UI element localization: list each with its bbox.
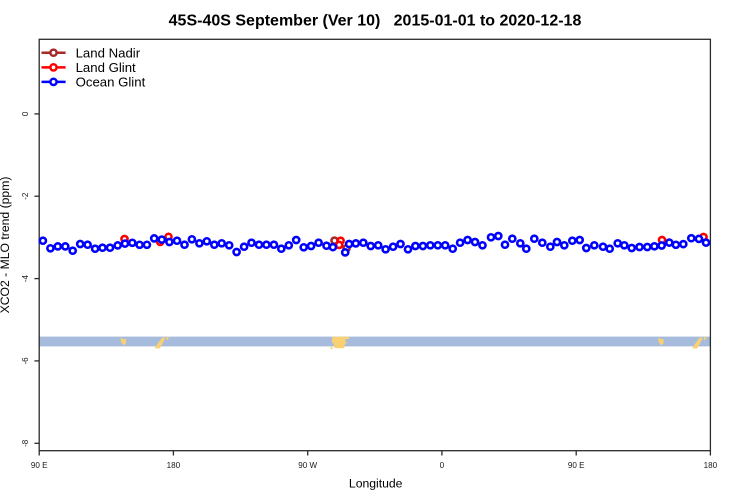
svg-text:Longitude: Longitude <box>349 477 403 491</box>
svg-text:XCO2 - MLO trend (ppm): XCO2 - MLO trend (ppm) <box>0 177 12 314</box>
svg-text:90 E: 90 E <box>568 461 585 470</box>
svg-text:-8: -8 <box>21 439 30 447</box>
svg-text:-6: -6 <box>21 357 30 365</box>
svg-text:90 E: 90 E <box>31 461 48 470</box>
svg-text:Ocean Glint: Ocean Glint <box>76 75 146 90</box>
svg-text:0: 0 <box>440 461 445 470</box>
svg-text:0: 0 <box>21 111 30 116</box>
svg-text:-4: -4 <box>21 275 30 283</box>
svg-text:-2: -2 <box>21 192 30 200</box>
svg-text:45S-40S September (Ver 10) 2: 45S-40S September (Ver 10) 2015-01-01 to… <box>169 13 582 30</box>
svg-text:Land Glint: Land Glint <box>76 60 136 75</box>
svg-text:Land Nadir: Land Nadir <box>76 45 141 60</box>
svg-text:180: 180 <box>704 461 718 470</box>
svg-text:90 W: 90 W <box>298 461 317 470</box>
svg-text:180: 180 <box>167 461 181 470</box>
